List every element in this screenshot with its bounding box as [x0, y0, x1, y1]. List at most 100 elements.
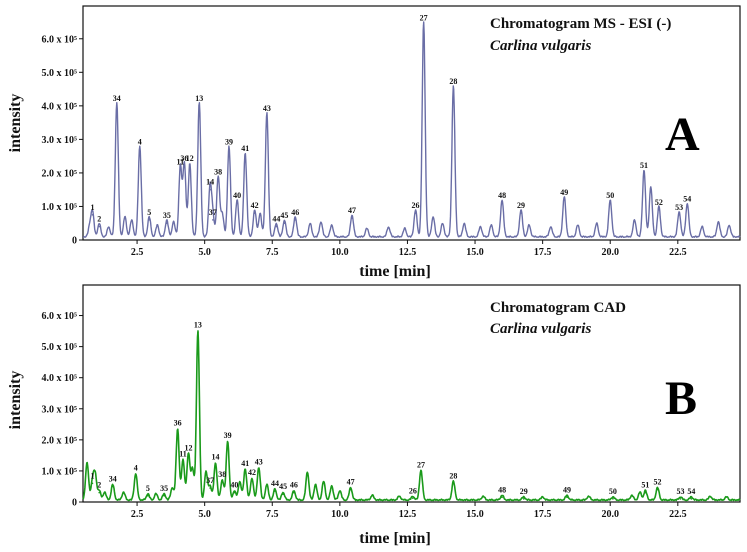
peak-27-apex: [422, 24, 425, 27]
peak-44-apex: [274, 490, 276, 492]
peak-label-2: 2: [97, 481, 101, 490]
peak-label-46: 46: [290, 481, 298, 490]
peak-label-49: 49: [560, 188, 568, 197]
panel-a-title: Chromatogram MS - ESI (-): [490, 16, 671, 32]
peak-5-apex: [147, 494, 149, 497]
y-tick-label: 4.0 x 10⁵: [42, 101, 78, 112]
peak-54-apex: [690, 498, 693, 500]
x-tick-label: 22.5: [669, 247, 687, 258]
peak-label-41: 41: [241, 144, 249, 153]
peak-36-apex: [183, 165, 186, 168]
x-tick-label: 2.5: [131, 509, 144, 520]
x-tick-label: 10.0: [331, 509, 349, 520]
peak-37-apex: [209, 487, 211, 489]
peak-54-apex: [686, 205, 689, 208]
y-tick-label: 0: [72, 236, 77, 247]
peak-label-44: 44: [271, 479, 279, 488]
peak-label-41: 41: [241, 459, 249, 468]
peak-28-apex: [452, 88, 455, 90]
peak-label-2: 2: [97, 215, 101, 224]
peak-label-27: 27: [417, 460, 425, 469]
peak-label-37: 37: [209, 208, 217, 217]
x-tick-label: 5.0: [198, 247, 211, 258]
peak-label-47: 47: [348, 206, 356, 215]
peak-label-4: 4: [138, 137, 142, 146]
peak-51-apex: [644, 491, 647, 494]
peak-49-apex: [563, 198, 566, 201]
x-tick-label: 10.0: [331, 247, 349, 258]
peak-label-46: 46: [291, 208, 299, 217]
peak-label-52: 52: [654, 478, 662, 487]
y-tick-label: 1.0 x 10⁵: [42, 466, 78, 477]
peak-label-49: 49: [563, 485, 571, 494]
peak-51-apex: [643, 172, 645, 174]
peak-label-1: 1: [90, 203, 94, 212]
peak-label-28: 28: [449, 471, 457, 480]
peak-label-29: 29: [517, 201, 525, 210]
y-tick-label: 2.0 x 10⁵: [42, 435, 78, 446]
peak-label-12: 12: [186, 154, 194, 163]
peak-label-54: 54: [687, 487, 695, 496]
peak-label-13: 13: [194, 321, 202, 330]
peak-40-apex: [236, 202, 238, 204]
peak-14-apex: [209, 188, 211, 191]
peak-label-14: 14: [211, 453, 219, 462]
x-tick-label: 12.5: [399, 247, 417, 258]
panel-b-subtitle: Carlina vulgaris: [490, 321, 591, 337]
peak-1-apex: [91, 214, 94, 216]
peak-38-apex: [217, 178, 219, 181]
x-tick-label: 5.0: [198, 509, 211, 520]
peak-39-apex: [228, 148, 230, 151]
y-tick-label: 4.0 x 10⁵: [42, 373, 78, 384]
x-tick-label: 2.5: [131, 247, 144, 258]
peak-label-34: 34: [113, 94, 121, 103]
peak-label-37: 37: [206, 476, 214, 485]
panel-b-letter: B: [665, 372, 697, 425]
x-tick-label: 17.5: [534, 509, 552, 520]
panel-a-xlabel: time [min]: [359, 263, 431, 280]
peak-label-53: 53: [677, 487, 685, 496]
peak-11-apex: [179, 168, 182, 171]
x-tick-label: 22.5: [669, 509, 687, 520]
peak-label-51: 51: [641, 481, 649, 490]
y-tick-label: 6.0 x 10⁵: [42, 34, 78, 45]
peak-43-apex: [257, 468, 260, 471]
peak-48-apex: [501, 496, 503, 499]
peak-4-apex: [134, 474, 137, 477]
peak-53-apex: [679, 498, 682, 500]
panel-b-ticks: 2.5 5.0 7.5 10.0 12.5 15.0 17.5 20.0 22.5 0 1.0 x …: [42, 311, 687, 520]
peak-26-apex: [414, 212, 417, 214]
peak-label-48: 48: [498, 485, 506, 494]
peak-5-apex: [148, 219, 151, 221]
peak-label-35: 35: [160, 484, 168, 493]
peak-45-apex: [282, 493, 284, 496]
peak-14-apex: [214, 463, 217, 466]
x-tick-label: 20.0: [601, 247, 619, 258]
peak-label-47: 47: [347, 478, 355, 487]
panel-b-cad-chromatogram: 2.5 5.0 7.5 10.0 12.5 15.0 17.5 20.0 22.5 0 1.0 x …: [7, 284, 741, 547]
peak-29-apex: [520, 212, 522, 214]
peak-38-apex: [221, 481, 224, 483]
panel-b-ylabel: intensity: [7, 371, 24, 430]
peak-43-apex: [266, 115, 268, 117]
peak-50-apex: [612, 498, 614, 500]
peak-label-44: 44: [272, 215, 280, 224]
peak-label-28: 28: [449, 77, 457, 86]
peak-label-4: 4: [134, 464, 138, 473]
peak-34-apex: [115, 105, 118, 107]
peak-label-26: 26: [409, 486, 417, 495]
y-tick-label: 0: [72, 498, 77, 509]
peak-label-11: 11: [179, 450, 187, 459]
panel-a-letter: A: [665, 108, 700, 161]
panel-b-title: Chromatogram CAD: [490, 300, 626, 316]
peak-47-apex: [351, 217, 353, 219]
y-tick-label: 3.0 x 10⁵: [42, 404, 78, 415]
peak-label-43: 43: [263, 104, 271, 113]
peak-label-39: 39: [225, 137, 233, 146]
x-tick-label: 15.0: [466, 247, 484, 258]
peak-label-1: 1: [90, 471, 94, 480]
panel-a-ticks: 2.5 5.0 7.5 10.0 12.5 15.0 17.5 20.0 22.5 0 1.0 x …: [42, 34, 687, 258]
peak-41-apex: [244, 470, 247, 472]
